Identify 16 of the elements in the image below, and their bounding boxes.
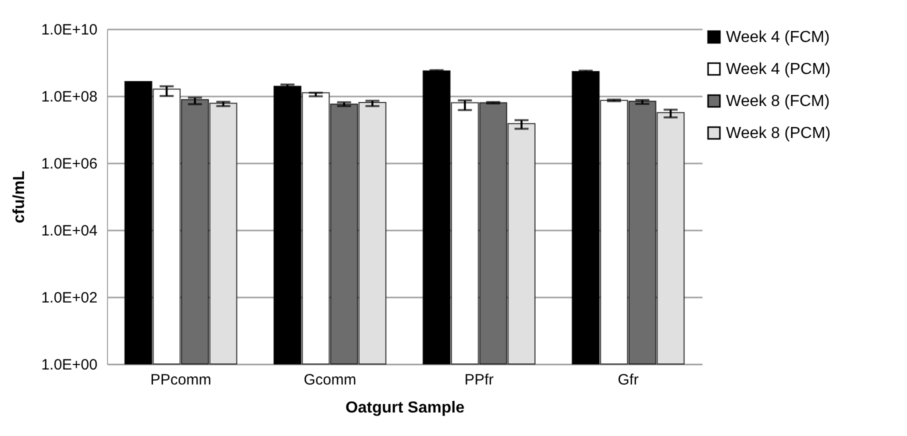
y-tick-label: 1.0E+00 [41, 356, 98, 374]
x-axis-title: Oatgurt Sample [345, 400, 465, 416]
legend-label: Week 4 (FCM) [726, 29, 830, 46]
y-tick-label: 1.0E+10 [41, 22, 98, 38]
x-tick-label: PPfr [464, 372, 494, 388]
x-tick-label: Gcomm [304, 372, 356, 388]
y-tick-label: 1.0E+06 [41, 156, 98, 172]
y-axis-title: cfu/mL [11, 170, 28, 224]
x-tick-label: Gfr [618, 372, 639, 388]
legend-label: Week 8 (PCM) [726, 125, 831, 142]
legend-label: Week 8 (FCM) [726, 93, 830, 110]
x-tick-label: PPcomm [150, 372, 212, 388]
legend-label: Week 4 (PCM) [726, 61, 831, 78]
y-tick-label: 1.0E+04 [41, 222, 98, 240]
y-tick-label: 1.0E+02 [41, 290, 98, 306]
y-tick-label: 1.0E+08 [41, 88, 98, 106]
